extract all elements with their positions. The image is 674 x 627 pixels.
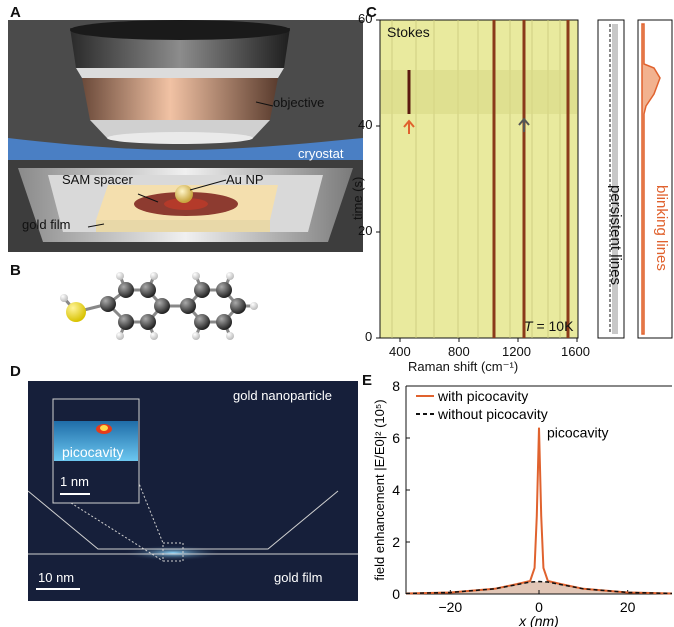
c-xtick-400: 400 bbox=[389, 344, 411, 359]
molecule-structure bbox=[60, 272, 258, 340]
panel-letter-d: D bbox=[10, 363, 21, 380]
label-gold-film-d: gold film bbox=[274, 570, 323, 585]
y-axis-label: field enhancement |E/E0|² (10⁵) bbox=[372, 399, 387, 580]
annotation-picocavity: picocavity bbox=[547, 425, 608, 441]
panel-letter-b: B bbox=[10, 262, 21, 279]
c-xlabel: Raman shift (cm⁻¹) bbox=[408, 359, 519, 374]
line-chart: 0 2 4 6 8 −20 0 20 with picocavity without picoca… bbox=[372, 378, 673, 627]
c-ytick-0: 0 bbox=[365, 329, 373, 344]
panel-a-illustration bbox=[8, 20, 363, 252]
temperature-var: T bbox=[524, 318, 533, 334]
label-objective: objective bbox=[273, 95, 325, 110]
temperature-val: = 10K bbox=[532, 318, 574, 334]
label-gold-film-a: gold film bbox=[22, 217, 71, 232]
scale-label-inset: 1 nm bbox=[60, 474, 89, 489]
field-simulation bbox=[28, 381, 358, 601]
temperature-label: T = 10K bbox=[524, 318, 573, 334]
label-sam-spacer: SAM spacer bbox=[62, 172, 133, 187]
legend-label: without picocavity bbox=[437, 406, 548, 422]
c-xtick-800: 800 bbox=[448, 344, 470, 359]
label-cryostat: cryostat bbox=[298, 146, 344, 161]
y-tick-label: 0 bbox=[392, 586, 400, 602]
series-line-with-picocavity bbox=[405, 427, 673, 595]
x-tick-label: 0 bbox=[535, 599, 543, 615]
panel-letter-c: C bbox=[366, 4, 377, 21]
y-tick-label: 6 bbox=[392, 430, 400, 446]
blinking-lines-label: blinking lines bbox=[653, 185, 670, 271]
y-tick-label: 4 bbox=[392, 482, 400, 498]
c-ytick-40: 40 bbox=[358, 117, 373, 132]
raman-time-map bbox=[376, 19, 673, 342]
label-gold-nanoparticle: gold nanoparticle bbox=[233, 388, 333, 403]
x-axis-label: x (nm) bbox=[518, 613, 559, 627]
y-tick-label: 2 bbox=[392, 534, 400, 550]
c-xtick-1600: 1600 bbox=[561, 344, 590, 359]
series-line-without-picocavity bbox=[405, 580, 673, 595]
x-tick-label: −20 bbox=[438, 599, 462, 615]
label-picocavity-inset: picocavity bbox=[62, 444, 124, 460]
c-xtick-1200: 1200 bbox=[502, 344, 531, 359]
y-tick-label: 8 bbox=[392, 378, 400, 394]
panel-letter-e: E bbox=[362, 372, 373, 389]
scale-label-main: 10 nm bbox=[38, 570, 75, 585]
x-tick-label: 20 bbox=[620, 599, 636, 615]
panel-letter-a: A bbox=[10, 4, 21, 21]
stokes-label: Stokes bbox=[387, 24, 430, 40]
c-ytick-60: 60 bbox=[358, 11, 373, 26]
c-ytick-20: 20 bbox=[358, 223, 373, 238]
persistent-lines-label: persistent lines bbox=[607, 185, 624, 286]
legend-label: with picocavity bbox=[437, 388, 528, 404]
label-au-np: Au NP bbox=[226, 172, 264, 187]
c-ylabel: time (s) bbox=[350, 176, 365, 220]
